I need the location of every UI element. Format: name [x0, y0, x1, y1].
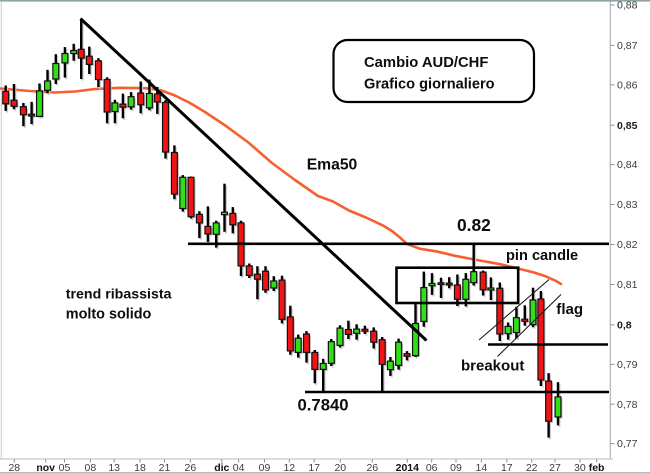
svg-text:0,8: 0,8: [617, 320, 632, 332]
svg-text:Ema50: Ema50: [307, 157, 358, 174]
svg-text:26: 26: [185, 462, 197, 474]
svg-text:12: 12: [283, 462, 295, 474]
svg-text:molto solido: molto solido: [66, 307, 152, 323]
svg-text:22: 22: [526, 462, 538, 474]
svg-text:0.7840: 0.7840: [298, 396, 349, 415]
svg-text:0.82: 0.82: [457, 215, 491, 235]
svg-text:nov: nov: [36, 462, 55, 474]
svg-text:18: 18: [134, 462, 146, 474]
svg-text:05: 05: [59, 462, 71, 474]
svg-text:Cambio AUD/CHF: Cambio AUD/CHF: [364, 55, 488, 71]
svg-text:28: 28: [8, 462, 20, 474]
svg-text:trend ribassista: trend ribassista: [66, 286, 172, 302]
svg-text:0,78: 0,78: [617, 399, 638, 411]
svg-text:26: 26: [366, 462, 378, 474]
svg-text:08: 08: [85, 462, 97, 474]
svg-text:0,86: 0,86: [617, 79, 638, 91]
svg-text:17: 17: [308, 462, 320, 474]
svg-text:2014: 2014: [396, 462, 420, 474]
svg-text:0,82: 0,82: [617, 239, 638, 251]
svg-text:0,77: 0,77: [617, 438, 638, 450]
svg-text:Grafico giornaliero: Grafico giornaliero: [364, 76, 495, 92]
svg-text:17: 17: [501, 462, 513, 474]
svg-text:feb: feb: [589, 462, 605, 474]
svg-text:0,84: 0,84: [617, 159, 638, 171]
svg-text:dic: dic: [214, 462, 229, 474]
svg-text:20: 20: [334, 462, 346, 474]
svg-text:09: 09: [259, 462, 271, 474]
svg-text:06: 06: [426, 462, 438, 474]
svg-text:0,79: 0,79: [617, 359, 638, 371]
svg-text:30: 30: [574, 462, 586, 474]
svg-text:09: 09: [450, 462, 462, 474]
svg-text:flag: flag: [556, 301, 583, 318]
svg-text:21: 21: [159, 462, 171, 474]
svg-text:0,88: 0,88: [617, 0, 638, 12]
svg-text:27: 27: [549, 462, 561, 474]
svg-text:pin candle: pin candle: [506, 248, 578, 264]
svg-text:0,81: 0,81: [617, 279, 638, 291]
svg-text:0,85: 0,85: [617, 120, 638, 132]
svg-text:0,87: 0,87: [617, 40, 638, 52]
svg-text:0,83: 0,83: [617, 199, 638, 211]
svg-text:04: 04: [233, 462, 245, 474]
svg-text:breakout: breakout: [461, 358, 524, 375]
svg-text:14: 14: [476, 462, 488, 474]
svg-text:13: 13: [108, 462, 120, 474]
